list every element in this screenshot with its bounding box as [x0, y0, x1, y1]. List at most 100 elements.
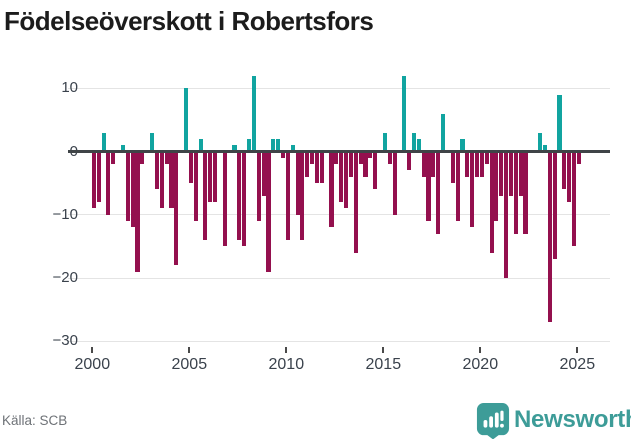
bar-2009Q2 [271, 138, 276, 152]
bar-2005Q4 [203, 151, 208, 241]
bar-2020Q1 [479, 151, 484, 177]
bar-2011Q2 [310, 151, 315, 165]
bar-2016Q3 [411, 132, 417, 152]
bar-2017Q2 [426, 151, 431, 222]
bar-2022Q1 [518, 151, 523, 196]
bar-2010Q4 [300, 151, 305, 241]
bar-2016Q4 [416, 138, 421, 152]
x-tick [285, 347, 288, 353]
bar-2012Q3 [334, 151, 339, 165]
bar-2023Q2 [542, 145, 547, 152]
bar-2001Q1 [111, 151, 116, 165]
bar-2012Q4 [339, 151, 344, 203]
bar-2005Q1 [188, 151, 193, 184]
bar-2018Q3 [450, 151, 455, 184]
zero-axis-line [68, 149, 610, 153]
bar-2006Q2 [213, 151, 218, 203]
bar-2015Q1 [382, 132, 387, 152]
bar-2003Q4 [164, 151, 169, 165]
bar-2020Q4 [494, 151, 499, 222]
bar-2004Q4 [183, 88, 189, 152]
x-tick [188, 347, 191, 353]
bar-2014Q1 [363, 151, 368, 177]
bar-2017Q3 [431, 151, 436, 177]
y-tick-label: 10 [61, 79, 78, 97]
x-tick-label: 2025 [559, 356, 596, 373]
x-tick-label: 2020 [462, 356, 499, 373]
bar-2020Q3 [489, 151, 494, 253]
bar-2002Q2 [135, 151, 140, 272]
x-tick-label: 2010 [268, 356, 305, 373]
bar-2021Q2 [504, 151, 509, 279]
bar-2010Q3 [295, 151, 300, 215]
bar-2015Q2 [387, 151, 392, 165]
bar-2021Q1 [499, 151, 504, 196]
bar-2000Q3 [101, 132, 106, 152]
bar-2014Q2 [368, 151, 373, 158]
bar-2013Q3 [353, 151, 358, 253]
source-credit: Källa: SCB [2, 413, 68, 428]
bar-2024Q2 [562, 151, 567, 190]
bar-chart-speech-bubble-icon [476, 402, 510, 444]
bar-2024Q3 [567, 151, 572, 203]
bar-2007Q2 [232, 145, 237, 152]
bar-2017Q4 [436, 151, 441, 234]
y-tick-label: −10 [52, 205, 78, 223]
bar-2021Q3 [508, 151, 514, 196]
bar-2016Q2 [407, 151, 412, 171]
bar-2009Q4 [280, 151, 286, 158]
bar-2025Q1 [576, 151, 581, 165]
bar-2011Q4 [319, 151, 324, 184]
bar-2019Q1 [460, 138, 465, 152]
bar-2023Q4 [552, 151, 557, 260]
bar-2020Q2 [484, 151, 489, 165]
bar-2008Q2 [251, 75, 256, 152]
bar-2004Q1 [169, 151, 174, 209]
gridline--20 [68, 277, 610, 279]
bar-2024Q4 [571, 151, 577, 247]
bar-2021Q4 [513, 151, 518, 234]
bar-2003Q2 [154, 151, 159, 190]
bar-2004Q2 [174, 151, 179, 266]
bar-2006Q1 [208, 151, 213, 203]
bar-2018Q4 [455, 151, 460, 222]
x-tick-label: 2015 [365, 356, 402, 373]
bar-2024Q1 [557, 94, 562, 152]
bar-2014Q3 [373, 151, 378, 190]
bar-2010Q2 [290, 145, 295, 152]
bar-2002Q3 [140, 151, 145, 165]
bar-2005Q2 [193, 151, 198, 222]
bar-2019Q3 [470, 151, 475, 228]
bar-2023Q1 [538, 132, 543, 152]
bar-2011Q1 [305, 151, 310, 177]
gridline--30 [68, 340, 610, 342]
bar-2013Q2 [348, 151, 353, 177]
bar-2008Q3 [256, 151, 261, 222]
page-title: Födelseöverskott i Robertsfors [4, 6, 374, 36]
x-tick-label: 2005 [171, 356, 208, 373]
bar-2019Q4 [474, 151, 480, 177]
bar-2008Q4 [261, 151, 266, 196]
bar-2012Q2 [329, 151, 334, 228]
bar-2009Q1 [266, 151, 271, 272]
bar-2013Q4 [358, 151, 363, 165]
bar-2009Q3 [276, 138, 281, 152]
x-tick-label: 2000 [74, 356, 111, 373]
bar-2000Q2 [96, 151, 101, 203]
newsworthy-logo[interactable]: Newsworthy [476, 402, 631, 440]
x-tick [91, 347, 94, 353]
bar-2000Q4 [106, 151, 111, 215]
bar-2000Q1 [91, 151, 96, 209]
bar-2005Q3 [198, 138, 203, 152]
bar-2001Q3 [120, 145, 126, 152]
bar-2003Q1 [150, 132, 155, 152]
bar-2016Q1 [402, 75, 407, 152]
bar-2017Q1 [421, 151, 426, 177]
bar-2007Q4 [242, 151, 247, 247]
gridline--10 [68, 214, 610, 216]
bar-2013Q1 [344, 151, 349, 209]
y-tick-label: −20 [52, 269, 78, 287]
bar-2001Q4 [125, 151, 130, 222]
bar-2011Q3 [314, 151, 320, 184]
